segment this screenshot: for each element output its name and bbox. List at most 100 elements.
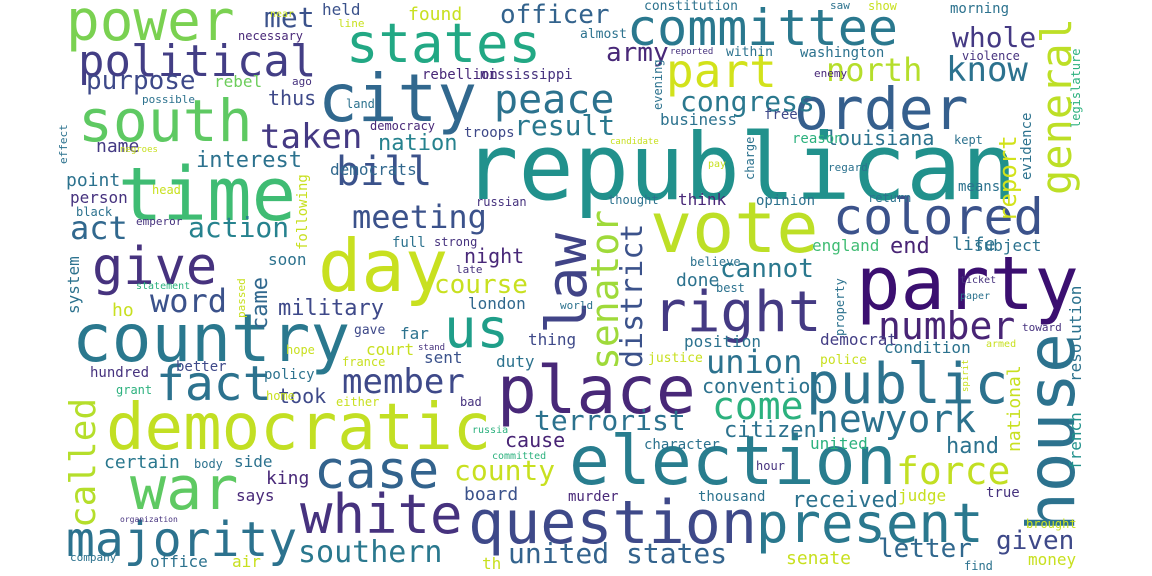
cloud-word: london xyxy=(468,294,526,313)
cloud-word: washington xyxy=(800,45,885,61)
cloud-word: evening xyxy=(651,59,665,110)
cloud-word: give xyxy=(92,237,218,297)
cloud-word: murder xyxy=(568,489,619,505)
cloud-word: party xyxy=(856,241,1079,327)
cloud-word: sent xyxy=(424,348,463,367)
cloud-word: necessary xyxy=(238,29,304,43)
cloud-word: louisiana xyxy=(826,126,935,150)
cloud-word: act xyxy=(70,209,128,247)
cloud-word: district xyxy=(615,223,650,369)
cloud-word: word xyxy=(150,282,228,320)
cloud-word: political xyxy=(78,36,317,87)
cloud-word: gave xyxy=(354,323,386,338)
cloud-word: money xyxy=(1028,550,1077,569)
cloud-word: black xyxy=(76,205,113,219)
cloud-word: end xyxy=(890,234,930,259)
cloud-word: body xyxy=(194,457,223,471)
cloud-word: late xyxy=(456,263,483,276)
cloud-word: thousand xyxy=(698,489,766,505)
cloud-word: united xyxy=(810,434,868,453)
cloud-word: regard xyxy=(828,161,868,174)
cloud-word: member xyxy=(342,362,465,402)
cloud-word: present xyxy=(756,492,984,555)
cloud-word: union xyxy=(706,343,803,381)
cloud-word: find xyxy=(964,559,993,573)
cloud-word: far xyxy=(400,324,429,343)
cloud-word: russian xyxy=(476,195,527,209)
cloud-word: city xyxy=(318,60,477,137)
cloud-word: citizen xyxy=(724,418,817,443)
cloud-word: order xyxy=(794,75,969,143)
cloud-word: court xyxy=(366,340,415,359)
cloud-word: military xyxy=(278,296,384,321)
cloud-word: hand xyxy=(946,434,999,459)
cloud-word: rebellion xyxy=(422,67,498,83)
cloud-word: land xyxy=(346,97,375,111)
word-cloud: republican election vote party house tim… xyxy=(56,0,1096,576)
cloud-word: within xyxy=(726,45,773,60)
cloud-word: called xyxy=(63,397,104,528)
cloud-word: reason xyxy=(792,131,843,147)
cloud-word: side xyxy=(234,452,273,471)
cloud-word: spirit xyxy=(961,359,971,392)
cloud-word: emperor xyxy=(136,215,183,228)
cloud-word: place xyxy=(497,352,696,429)
cloud-word: paper xyxy=(960,291,991,302)
cloud-word: committee xyxy=(627,0,898,57)
cloud-word: democrat xyxy=(820,330,898,349)
cloud-word: democratic xyxy=(106,391,492,465)
cloud-word: congress xyxy=(680,85,815,118)
cloud-word: know xyxy=(946,50,1028,90)
cloud-word: reported xyxy=(670,47,714,57)
cloud-word: duty xyxy=(496,352,535,371)
cloud-word: possible xyxy=(142,93,195,106)
cloud-word: war xyxy=(130,454,239,524)
cloud-word: constitution xyxy=(644,0,738,14)
cloud-word: th xyxy=(482,554,502,573)
cloud-word: senate xyxy=(786,548,852,569)
cloud-word: person xyxy=(70,188,128,207)
cloud-word: mississippi xyxy=(480,67,573,83)
cloud-word: condition xyxy=(884,338,971,357)
cloud-word: power xyxy=(66,0,235,54)
cloud-word: majority xyxy=(66,512,298,568)
cloud-word: hope xyxy=(286,343,315,357)
cloud-word: france xyxy=(342,355,386,369)
cloud-word: peace xyxy=(494,77,615,123)
cloud-word: air xyxy=(232,552,261,571)
cloud-word: purpose xyxy=(86,66,196,96)
cloud-word: company xyxy=(70,551,117,564)
cloud-word: fact xyxy=(156,356,272,412)
cloud-word: colored xyxy=(833,188,1044,246)
cloud-word: strong xyxy=(434,235,478,249)
cloud-word: thus xyxy=(268,86,317,110)
cloud-word: justice xyxy=(648,351,703,366)
cloud-word: met xyxy=(264,1,315,34)
cloud-word: legislature xyxy=(1069,48,1083,128)
cloud-word: best xyxy=(716,281,745,295)
cloud-word: think xyxy=(678,190,727,209)
cloud-word: toward xyxy=(1022,321,1062,334)
cloud-word: head xyxy=(152,183,181,197)
cloud-word: taken xyxy=(260,117,363,157)
cloud-word: meeting xyxy=(352,198,487,236)
cloud-word: true xyxy=(986,485,1020,501)
cloud-word: question xyxy=(468,488,757,558)
cloud-word: evidence xyxy=(1019,112,1035,180)
cloud-word: point xyxy=(66,170,121,191)
cloud-word: night xyxy=(464,244,525,268)
cloud-word: hundred xyxy=(90,365,150,381)
cloud-word: thing xyxy=(528,330,577,349)
cloud-word: statement xyxy=(136,281,191,292)
cloud-word: enemy xyxy=(814,67,848,80)
cloud-word: took xyxy=(278,384,327,408)
cloud-word: cause xyxy=(505,428,566,452)
cloud-word: means xyxy=(958,179,1001,195)
cloud-word: kept xyxy=(954,133,983,147)
cloud-word: name xyxy=(96,136,140,157)
cloud-word: democracy xyxy=(370,119,436,133)
cloud-word: armed xyxy=(986,339,1017,350)
cloud-word: held xyxy=(322,0,361,19)
cloud-word: election xyxy=(569,422,897,501)
cloud-word: almost xyxy=(580,27,627,42)
